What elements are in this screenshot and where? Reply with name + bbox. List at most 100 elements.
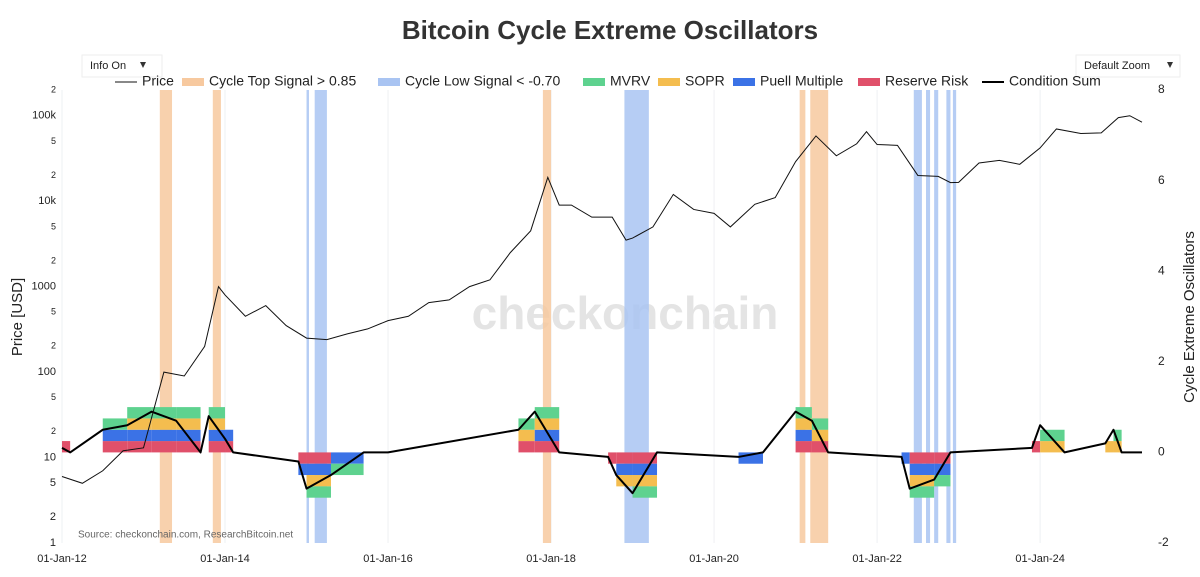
x-tick-label: 01-Jan-22 bbox=[852, 553, 902, 565]
plot-area bbox=[61, 90, 1143, 543]
oscillator-block bbox=[176, 418, 201, 430]
oscillator-block bbox=[738, 452, 763, 464]
oscillator-block bbox=[616, 475, 633, 487]
oscillator-block bbox=[330, 452, 364, 464]
oscillator-block bbox=[534, 407, 560, 419]
legend-item: Condition Sum bbox=[982, 73, 1101, 89]
y-tick-label: 2 bbox=[51, 84, 56, 94]
oscillator-block bbox=[795, 429, 812, 442]
oscillator-block bbox=[330, 463, 364, 476]
x-tick-label: 01-Jan-14 bbox=[200, 553, 250, 565]
oscillator-block bbox=[811, 418, 829, 430]
oscillator-block bbox=[608, 452, 617, 464]
oscillator-block bbox=[616, 452, 633, 464]
oscillator-block bbox=[127, 418, 152, 430]
oscillator-block bbox=[795, 407, 812, 419]
oscillator-block bbox=[298, 463, 307, 476]
legend-item: Puell Multiple bbox=[733, 73, 843, 89]
oscillator-block bbox=[225, 429, 234, 442]
oscillator-block bbox=[811, 441, 829, 453]
legend-swatch bbox=[182, 78, 204, 86]
oscillator-block bbox=[1113, 429, 1122, 442]
oscillator-block bbox=[934, 463, 951, 476]
y-tick-label: 1000 bbox=[32, 281, 56, 293]
signal-band bbox=[952, 90, 957, 543]
legend-label: Cycle Low Signal < -0.70 bbox=[405, 73, 560, 89]
oscillator-block bbox=[795, 441, 812, 453]
oscillator-block bbox=[102, 429, 128, 442]
oscillator-block bbox=[534, 441, 560, 453]
oscillator-block bbox=[208, 418, 226, 430]
signal-band bbox=[306, 90, 309, 543]
oscillator-block bbox=[208, 407, 226, 419]
oscillator-block bbox=[1113, 441, 1122, 453]
legend-label: MVRV bbox=[610, 73, 651, 89]
oscillator-block bbox=[632, 452, 658, 464]
dropdown-box[interactable] bbox=[81, 54, 163, 78]
oscillator-block bbox=[127, 407, 152, 419]
oscillator-block bbox=[306, 486, 331, 498]
oscillator-block bbox=[1040, 441, 1065, 453]
dropdown-label[interactable]: Info On bbox=[90, 60, 126, 72]
y2-tick-label: -2 bbox=[1158, 535, 1169, 549]
oscillator-block bbox=[102, 418, 128, 430]
chart-title: Bitcoin Cycle Extreme Oscillators bbox=[402, 15, 818, 45]
y-tick-label: 10 bbox=[44, 451, 56, 463]
oscillator-block bbox=[934, 475, 951, 487]
legend-item: MVRV bbox=[583, 73, 651, 89]
legend-item: Reserve Risk bbox=[858, 73, 969, 89]
dropdown-arrow[interactable] bbox=[1167, 62, 1173, 68]
oscillator-block bbox=[795, 418, 812, 430]
y-tick-label: 100 bbox=[38, 366, 56, 378]
oscillator-block bbox=[306, 463, 331, 476]
signal-band bbox=[314, 90, 327, 543]
y-tick-label: 100k bbox=[32, 110, 56, 122]
dropdown-arrow[interactable] bbox=[140, 62, 146, 68]
dropdown-box[interactable] bbox=[1075, 54, 1181, 78]
signal-band bbox=[934, 90, 939, 543]
oscillator-block bbox=[176, 441, 201, 453]
oscillator-block bbox=[534, 429, 560, 442]
info-dropdown[interactable]: Info On bbox=[81, 54, 163, 78]
x-tick-label: 01-Jan-16 bbox=[363, 553, 413, 565]
y2-tick-label: 8 bbox=[1158, 82, 1165, 96]
y2-tick-label: 2 bbox=[1158, 354, 1165, 368]
y2-tick-label: 4 bbox=[1158, 263, 1165, 277]
oscillator-block bbox=[909, 475, 935, 487]
oscillator-block bbox=[518, 418, 535, 430]
signal-band bbox=[212, 90, 221, 543]
y-tick-label: 2 bbox=[51, 341, 56, 351]
y-tick-label: 5 bbox=[51, 307, 56, 317]
y-tick-label: 2 bbox=[51, 426, 56, 436]
oscillator-block bbox=[909, 486, 935, 498]
signal-band bbox=[542, 90, 552, 543]
y2-tick-label: 0 bbox=[1158, 445, 1165, 459]
y-tick-label: 5 bbox=[51, 221, 56, 231]
y-tick-label: 5 bbox=[51, 392, 56, 402]
oscillator-block bbox=[127, 441, 152, 453]
legend-swatch bbox=[378, 78, 400, 86]
legend-item: Cycle Low Signal < -0.70 bbox=[378, 73, 560, 89]
signal-band bbox=[810, 90, 829, 543]
oscillator-block bbox=[151, 441, 177, 453]
y-tick-label: 10k bbox=[38, 195, 56, 207]
oscillator-block bbox=[632, 486, 658, 498]
dropdown-label[interactable]: Default Zoom bbox=[1084, 60, 1150, 72]
oscillator-block bbox=[632, 463, 658, 476]
signal-band bbox=[913, 90, 922, 543]
zoom-dropdown[interactable]: Default Zoom bbox=[1075, 54, 1181, 78]
legend-swatch bbox=[733, 78, 755, 86]
legend-swatch bbox=[658, 78, 680, 86]
y-tick-label: 5 bbox=[50, 477, 56, 489]
y-axis-title: Price [USD] bbox=[9, 278, 26, 356]
legend-label: Reserve Risk bbox=[885, 73, 969, 89]
y-tick-label: 5 bbox=[51, 136, 56, 146]
legend-label: SOPR bbox=[685, 73, 725, 89]
oscillator-block bbox=[208, 441, 226, 453]
oscillator-block bbox=[934, 452, 951, 464]
oscillator-block bbox=[901, 452, 910, 464]
legend-item: SOPR bbox=[658, 73, 725, 89]
y2-axis-title: Cycle Extreme Oscillators bbox=[1181, 231, 1198, 403]
signal-band bbox=[159, 90, 173, 543]
